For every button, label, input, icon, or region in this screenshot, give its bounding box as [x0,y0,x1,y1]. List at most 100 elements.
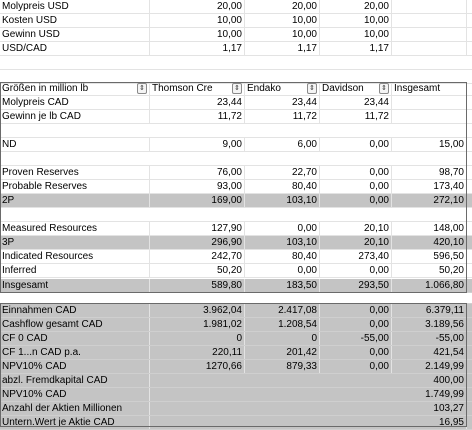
row-label[interactable]: abzl. Fremdkapital CAD [0,374,150,387]
cell-davidson[interactable]: 0,00 [320,180,392,193]
cell-endako[interactable]: 201,42 [245,346,320,359]
cell-insgesamt[interactable]: 1.749,99 [392,388,467,401]
cell-davidson[interactable]: 20,10 [320,222,392,235]
cell-thomson[interactable]: 242,70 [150,250,245,263]
cell-insgesamt[interactable]: 421,54 [392,346,467,359]
cell-insgesamt[interactable] [392,96,467,109]
cell-thomson[interactable]: 11,72 [150,110,245,123]
row-label[interactable]: USD/CAD [0,42,150,55]
filter-dropdown-icon[interactable]: ⇕ [137,83,147,94]
filter-dropdown-icon[interactable]: ⇕ [232,83,242,94]
cell-insgesamt[interactable]: 16,95 [392,416,467,429]
row-label[interactable]: Einnahmen CAD [0,304,150,317]
cell-davidson[interactable]: 10,00 [320,28,392,41]
cell-davidson[interactable]: 10,00 [320,14,392,27]
cell-insgesamt[interactable] [392,110,467,123]
row-label[interactable]: Molypreis USD [0,0,150,13]
cell-thomson[interactable]: 3.962,04 [150,304,245,317]
cell-insgesamt[interactable]: 103,27 [392,402,467,415]
cell-insgesamt[interactable]: 98,70 [392,166,467,179]
cell-thomson[interactable]: 296,90 [150,236,245,249]
cell-endako[interactable]: 183,50 [245,279,320,292]
row-label[interactable]: Untern.Wert je Aktie CAD [0,416,150,429]
cell-insgesamt[interactable]: 6.379,11 [392,304,467,317]
cell-thomson[interactable]: 169,00 [150,194,245,207]
row-label[interactable]: ND [0,138,150,151]
row-label[interactable]: Insgesamt [0,279,150,292]
cell-insgesamt[interactable] [392,42,467,55]
cell-thomson[interactable]: 10,00 [150,28,245,41]
cell-endako[interactable]: 23,44 [245,96,320,109]
cell-thomson[interactable]: 9,00 [150,138,245,151]
row-label[interactable]: NPV10% CAD [0,388,150,401]
cell-thomson[interactable]: 20,00 [150,0,245,13]
cell-insgesamt[interactable]: 596,50 [392,250,467,263]
cell-endako[interactable]: 2.417,08 [245,304,320,317]
cell-endako[interactable]: 20,00 [245,0,320,13]
cell-endako[interactable]: 1.208,54 [245,318,320,331]
cell-insgesamt[interactable]: 272,10 [392,194,467,207]
cell-insgesamt[interactable] [392,28,467,41]
cell-davidson[interactable]: 0,00 [320,360,392,373]
cell-endako[interactable]: 1,17 [245,42,320,55]
cell-endako[interactable]: 879,33 [245,360,320,373]
filter-dropdown-icon[interactable]: ⇕ [307,83,317,94]
row-label[interactable]: Kosten USD [0,14,150,27]
cell-davidson[interactable]: -55,00 [320,332,392,345]
cell-davidson[interactable]: 23,44 [320,96,392,109]
row-label[interactable]: Molypreis CAD [0,96,150,109]
cell-endako[interactable]: 0 [245,332,320,345]
row-label[interactable]: Cashflow gesamt CAD [0,318,150,331]
cell-thomson[interactable]: 0 [150,332,245,345]
cell-insgesamt[interactable]: 50,20 [392,264,467,277]
cell-davidson[interactable]: 0,00 [320,138,392,151]
cell-davidson[interactable]: 273,40 [320,250,392,263]
cell-thomson[interactable]: 220,11 [150,346,245,359]
cell-insgesamt[interactable] [392,0,467,13]
cell-davidson[interactable]: 293,50 [320,279,392,292]
cell-davidson[interactable]: 0,00 [320,346,392,359]
cell-davidson[interactable]: 0,00 [320,264,392,277]
row-label[interactable]: CF 0 CAD [0,332,150,345]
row-label[interactable]: Indicated Resources [0,250,150,263]
cell-endako[interactable]: 80,40 [245,250,320,263]
cell-davidson[interactable]: 11,72 [320,110,392,123]
cell-thomson[interactable]: 1270,66 [150,360,245,373]
cell-endako[interactable]: 11,72 [245,110,320,123]
cell-insgesamt[interactable] [392,14,467,27]
cell-thomson[interactable]: 50,20 [150,264,245,277]
cell-thomson[interactable]: 1,17 [150,42,245,55]
cell-thomson[interactable]: 127,90 [150,222,245,235]
cell-davidson[interactable]: 0,00 [320,304,392,317]
row-label[interactable]: 3P [0,236,150,249]
row-label[interactable]: NPV10% CAD [0,360,150,373]
cell-davidson[interactable]: 0,00 [320,318,392,331]
cell-endako[interactable]: 0,00 [245,222,320,235]
row-label[interactable]: Gewinn USD [0,28,150,41]
cell-endako[interactable]: 10,00 [245,28,320,41]
cell-davidson[interactable]: 20,00 [320,0,392,13]
row-label[interactable]: Proven Reserves [0,166,150,179]
row-label[interactable]: CF 1...n CAD p.a. [0,346,150,359]
cell-thomson[interactable]: 589,80 [150,279,245,292]
cell-endako[interactable]: 80,40 [245,180,320,193]
row-label[interactable]: Measured Resources [0,222,150,235]
cell-endako[interactable]: 10,00 [245,14,320,27]
row-label[interactable]: Inferred [0,264,150,277]
cell-insgesamt[interactable]: -55,00 [392,332,467,345]
row-label[interactable]: Probable Reserves [0,180,150,193]
row-label[interactable]: Gewinn je lb CAD [0,110,150,123]
cell-thomson[interactable]: 76,00 [150,166,245,179]
cell-davidson[interactable]: 1,17 [320,42,392,55]
cell-davidson[interactable]: 0,00 [320,194,392,207]
cell-insgesamt[interactable]: 3.189,56 [392,318,467,331]
cell-insgesamt[interactable]: 420,10 [392,236,467,249]
cell-endako[interactable]: 6,00 [245,138,320,151]
cell-thomson[interactable]: 23,44 [150,96,245,109]
row-label[interactable]: 2P [0,194,150,207]
filter-dropdown-icon[interactable]: ⇕ [379,83,389,94]
cell-insgesamt[interactable]: 2.149,99 [392,360,467,373]
cell-endako[interactable]: 103,10 [245,236,320,249]
cell-insgesamt[interactable]: 15,00 [392,138,467,151]
cell-insgesamt[interactable]: 173,40 [392,180,467,193]
